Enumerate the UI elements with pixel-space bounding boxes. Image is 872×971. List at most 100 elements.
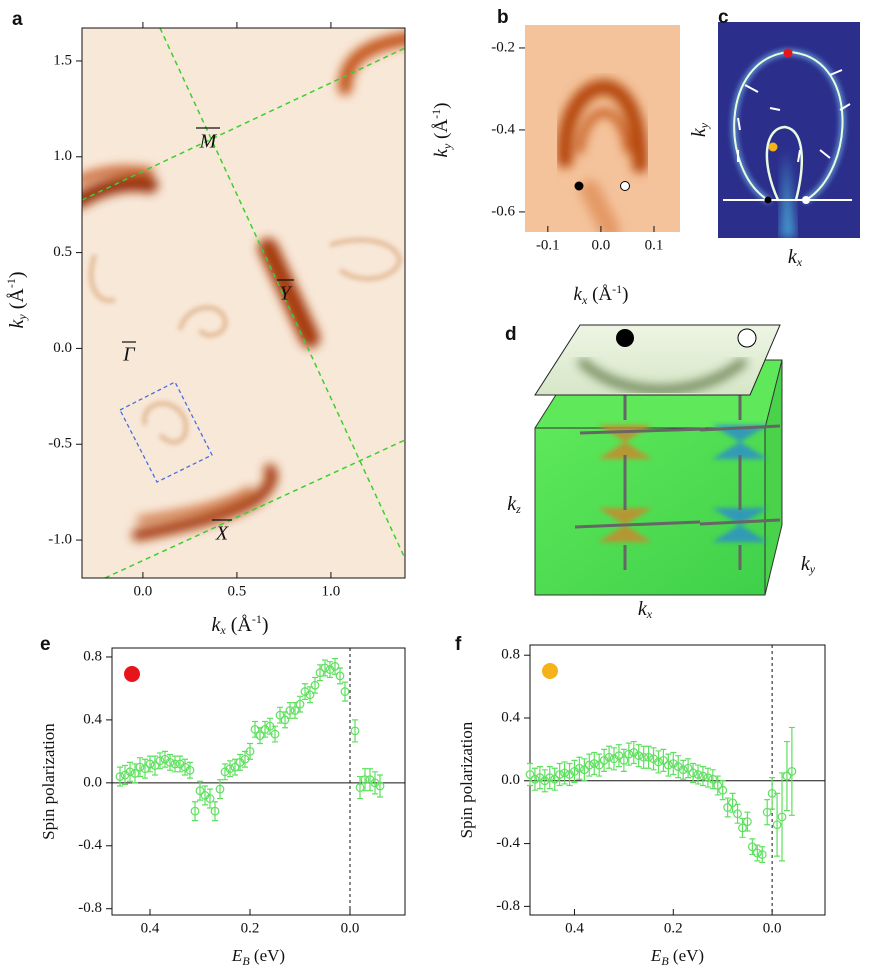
error-bar	[680, 759, 687, 780]
data-point	[340, 687, 350, 696]
y-tick-label: 0.0	[501, 772, 520, 788]
error-bar	[327, 661, 333, 679]
data-point	[320, 663, 330, 673]
error-bar	[596, 753, 603, 777]
data-point	[683, 763, 693, 773]
error-bar	[262, 720, 268, 738]
data-point	[678, 765, 688, 775]
data-point	[170, 759, 180, 769]
panel-d-image	[534, 324, 783, 596]
axis-label: kx (Å-1)	[212, 612, 269, 637]
label-part: (Å	[431, 119, 452, 144]
label-part: k	[688, 127, 710, 137]
axis-label: kz	[507, 493, 521, 516]
x-tick-label: 0.1	[645, 237, 664, 253]
label-part: )	[431, 103, 452, 109]
y-tick-label: -0.2	[491, 39, 515, 55]
error-bar	[591, 751, 598, 776]
error-bar	[774, 792, 781, 857]
x-tick-label: 0.0	[592, 237, 611, 253]
data-point	[245, 746, 255, 756]
error-bar	[182, 758, 188, 776]
data-point	[190, 806, 200, 816]
error-bar	[699, 766, 706, 787]
label-part: k	[574, 284, 583, 305]
data-point	[728, 798, 737, 808]
error-bar	[272, 725, 278, 743]
label-part: k	[801, 553, 811, 575]
error-bar	[337, 667, 343, 685]
data-point	[375, 781, 385, 791]
data-point	[752, 848, 762, 858]
label-part: k	[431, 148, 452, 157]
error-bar	[152, 755, 158, 776]
error-bar	[352, 719, 358, 743]
data-point	[575, 763, 584, 773]
data-point	[210, 806, 220, 816]
label-part: y	[15, 314, 29, 321]
y-tick-label: 0.4	[83, 711, 102, 727]
point-label: Γ	[122, 344, 136, 366]
data-point	[195, 786, 205, 796]
data-point	[290, 706, 300, 715]
error-bar	[192, 801, 198, 822]
error-bar	[297, 695, 303, 713]
data-point	[275, 710, 285, 720]
error-bar	[655, 750, 662, 774]
error-bar	[257, 727, 263, 745]
data-point	[663, 760, 673, 770]
data-point	[782, 771, 792, 781]
error-bar	[744, 811, 751, 832]
data-point	[708, 774, 718, 784]
data-point	[295, 699, 305, 709]
error-bar	[695, 764, 702, 785]
y-tick-label: -0.4	[78, 837, 102, 853]
label-part: -1	[252, 612, 262, 626]
error-bar	[531, 767, 538, 791]
data-point	[614, 751, 624, 761]
y-tick-label: -0.6	[491, 203, 515, 219]
error-bar	[247, 742, 253, 760]
error-bar	[277, 706, 283, 724]
x-tick-label: 0.5	[228, 583, 247, 599]
error-bar	[362, 768, 368, 792]
data-point	[777, 812, 787, 822]
error-bar	[541, 769, 548, 793]
panel-letter: e	[40, 634, 51, 655]
axis-label: ky	[688, 122, 711, 137]
error-bar	[783, 740, 790, 812]
axis-label: ky (Å-1)	[4, 272, 29, 329]
error-bar	[202, 785, 208, 806]
error-bar	[779, 772, 786, 862]
data-point	[525, 770, 535, 779]
error-bar	[187, 761, 193, 779]
label-part: -1	[429, 109, 443, 119]
error-bar	[242, 750, 248, 768]
label-part: y	[809, 562, 816, 576]
error-bar	[536, 766, 543, 790]
data-point	[644, 752, 653, 762]
panel-letter: d	[505, 324, 517, 345]
error-bar	[312, 676, 318, 694]
panel-letter: c	[718, 7, 729, 28]
y-tick-label: -0.8	[496, 898, 520, 914]
y-tick-label: 0.8	[83, 648, 102, 664]
data-point	[589, 759, 599, 768]
error-bar	[764, 799, 771, 826]
data-point	[733, 809, 742, 819]
data-point	[360, 775, 370, 785]
error-bar	[117, 766, 123, 787]
panel-letter: a	[12, 9, 23, 30]
data-point	[713, 781, 723, 790]
label-part: )	[6, 272, 28, 279]
spin-indicator	[124, 666, 140, 682]
error-bar	[367, 768, 373, 792]
data-point	[584, 760, 594, 770]
panel-c-image	[718, 22, 860, 238]
error-bar	[237, 753, 243, 771]
data-point	[659, 755, 668, 765]
error-bar	[620, 748, 627, 772]
label-part: x	[646, 607, 653, 621]
error-bar	[197, 780, 203, 801]
data-point	[604, 752, 614, 762]
